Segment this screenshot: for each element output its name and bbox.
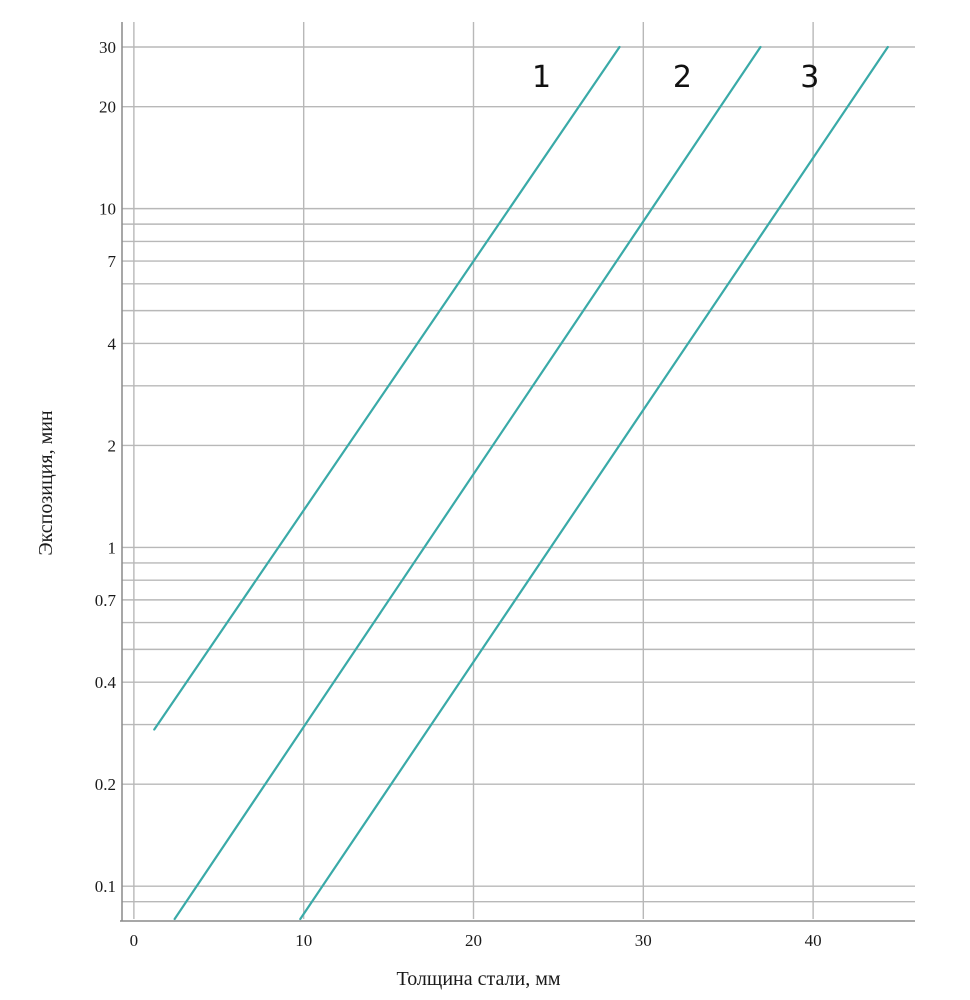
grid: [122, 22, 915, 919]
x-tick-label: 30: [635, 931, 652, 950]
x-tick-label: 40: [805, 931, 822, 950]
series-line-2: [173, 45, 762, 921]
series-label-2: 2: [673, 60, 692, 95]
y-tick-label: 0.7: [95, 591, 117, 610]
series-lines: [153, 45, 889, 921]
series-label-1: 1: [532, 60, 551, 95]
labels: 0.1 0.2 0.4 0.7 1 2 4 7 10 20 30 0 10 20 30 40 1 2 3: [95, 38, 822, 950]
y-tick-label: 4: [108, 334, 117, 353]
axes: [120, 22, 915, 922]
y-tick-label: 2: [108, 436, 117, 455]
y-tick-label: 10: [99, 200, 116, 219]
y-axis-title: Экспозиция, мин: [35, 410, 57, 556]
y-tick-label: 0.4: [95, 673, 117, 692]
y-tick-label: 0.2: [95, 775, 116, 794]
series-line-1: [153, 45, 621, 731]
series-line-3: [299, 45, 889, 921]
series-label-3: 3: [800, 60, 819, 95]
x-axis-title: Толщина стали, мм: [396, 968, 560, 990]
y-tick-label: 30: [99, 38, 116, 57]
y-tick-label: 1: [108, 538, 117, 557]
x-tick-label: 10: [295, 931, 312, 950]
y-tick-label: 20: [99, 98, 116, 117]
x-tick-label: 0: [130, 931, 139, 950]
y-tick-label: 7: [108, 252, 117, 271]
y-tick-label: 0.1: [95, 877, 116, 896]
x-tick-label: 20: [465, 931, 482, 950]
